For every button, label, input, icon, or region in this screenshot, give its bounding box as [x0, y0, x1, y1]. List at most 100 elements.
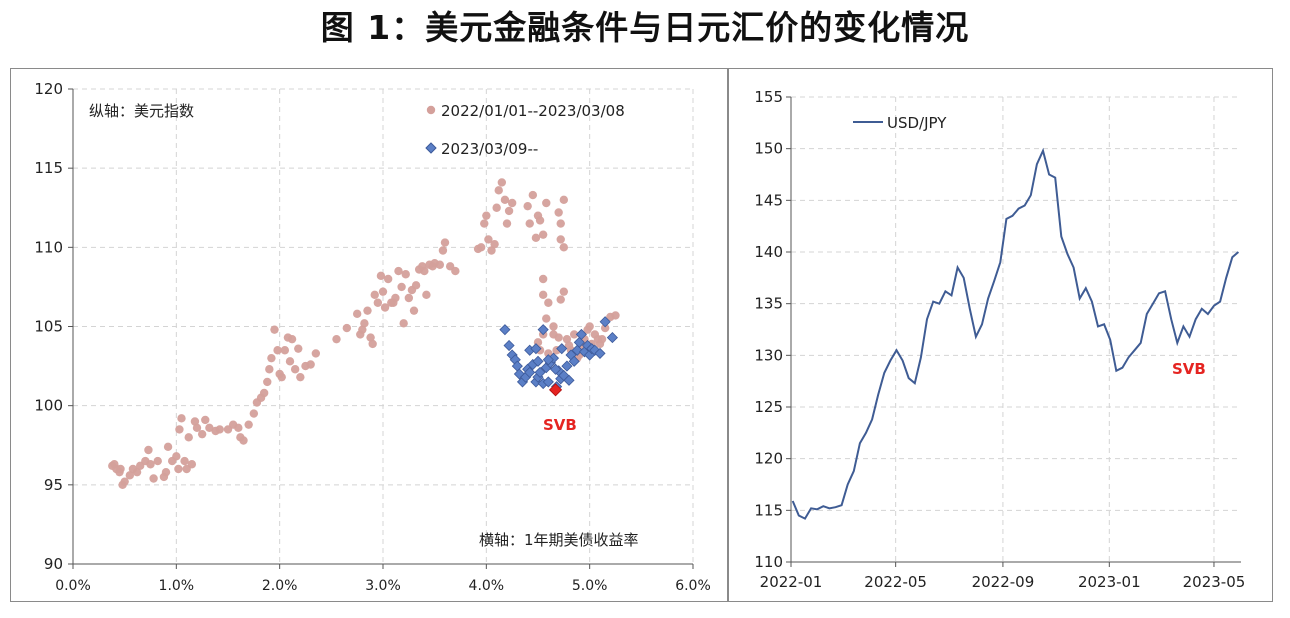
scatter-point-pink [287, 334, 297, 344]
scatter-point-pink [422, 290, 431, 300]
y-tick-label: 110 [754, 553, 783, 571]
scatter-point-pink [187, 460, 197, 469]
scatter-point-pink [556, 219, 565, 228]
usd-jpy-line [791, 147, 1240, 520]
x-tick-label: 2023-01 [1078, 573, 1141, 591]
x-tick-label: 3.0% [365, 578, 401, 594]
scatter-point-pink [296, 372, 305, 382]
scatter-point-blue [542, 376, 554, 388]
scatter-point-pink [332, 334, 341, 344]
scatter-point-pink [542, 314, 551, 323]
x-tick-label: 6.0% [675, 578, 711, 594]
scatter-point-pink [404, 293, 414, 303]
scatter-point-pink [201, 415, 210, 425]
scatter-point-pink [544, 349, 553, 358]
scatter-point-pink [125, 471, 135, 480]
y-tick-label: 125 [754, 398, 783, 416]
svb-label-scatter: SVB [543, 416, 577, 434]
scatter-point-pink [290, 365, 300, 374]
scatter-point-pink [358, 325, 367, 334]
scatter-point-pink [391, 293, 400, 303]
scatter-point-pink [497, 178, 507, 187]
scatter-point-blue [550, 363, 562, 375]
scatter-point-blue [537, 324, 549, 336]
legend-label-usdjpy: USD/JPY [887, 114, 947, 132]
scatter-point-pink [383, 274, 393, 284]
scatter-point-pink [394, 266, 403, 276]
scatter-point-pink [556, 235, 565, 244]
scatter-point-blue [568, 355, 580, 367]
scatter-point-pink [161, 467, 171, 477]
scatter-point-pink [215, 425, 224, 434]
y-tick-label: 120 [34, 80, 63, 98]
scatter-point-pink [277, 372, 286, 382]
scatter-point-pink [523, 201, 532, 211]
scatter-point-pink [556, 295, 565, 304]
scatter-legend: 2022/01/01--2023/03/08 2023/03/09-- [425, 102, 625, 158]
scatter-point-pink [535, 216, 545, 225]
scatter-axes: 90 95 100 105 110 115 120 0.0% 1.0% 2.0% 3.0% 4.0% 5… [34, 80, 710, 594]
y-tick-label: 115 [754, 501, 783, 519]
scatter-point-pink [197, 429, 207, 439]
scatter-chart: 90 95 100 105 110 115 120 0.0% 1.0% 2.0% 3.0% 4.0% 5… [34, 80, 710, 594]
x-tick-label: 1.0% [159, 578, 195, 594]
scatter-point-pink [378, 287, 388, 296]
scatter-point-pink [370, 290, 379, 300]
scatter-point-pink [538, 274, 548, 284]
line-axes: 110 115 120 125 130 135 140 145 150 155 2022-01 202… [754, 88, 1245, 591]
scatter-point-pink [611, 311, 620, 320]
scatter-point-pink [531, 233, 541, 243]
y-tick-label: 120 [754, 450, 783, 468]
y-tick-label: 110 [34, 238, 63, 256]
scatter-point-pink [502, 219, 512, 228]
scatter-point-pink [352, 309, 362, 319]
scatter-point-pink [562, 334, 572, 344]
scatter-point-blue [524, 366, 536, 378]
scatter-point-blue [575, 328, 587, 340]
scatter-point-pink [174, 464, 183, 474]
scatter-point-pink [149, 474, 158, 483]
scatter-point-pink [368, 339, 377, 349]
scatter-point-pink [306, 360, 315, 369]
line-panel: 110 115 120 125 130 135 140 145 150 155 2022-01 202… [728, 68, 1273, 602]
scatter-point-pink [600, 323, 610, 333]
scatter-panel: 90 95 100 105 110 115 120 0.0% 1.0% 2.0% 3.0% 4.0% 5… [10, 68, 728, 602]
legend-marker-pink [426, 105, 436, 115]
scatter-point-pink [146, 460, 155, 469]
scatter-point-pink [177, 414, 186, 423]
scatter-point-blue [503, 339, 515, 352]
y-tick-label: 115 [34, 159, 63, 177]
scatter-point-pink [397, 282, 406, 292]
scatter-point-blue [599, 316, 611, 328]
scatter-point-pink [342, 323, 352, 333]
scatter-point-pink [476, 243, 486, 252]
scatter-point-pink [482, 211, 491, 220]
scatter-point-blue [594, 347, 606, 359]
scatter-point-pink [420, 266, 429, 276]
scatter-point-blue [556, 343, 568, 355]
y-tick-label: 150 [754, 140, 783, 158]
x-tick-label: 2.0% [262, 578, 298, 594]
scatter-point-pink [244, 420, 253, 429]
scatter-point-pink [438, 246, 448, 255]
scatter-point-pink [409, 306, 419, 315]
scatter-point-blue [571, 344, 583, 356]
scatter-point-pink [500, 195, 510, 205]
scatter-point-pink [538, 230, 548, 239]
scatter-point-pink [597, 334, 607, 344]
y-tick-label: 95 [44, 476, 63, 494]
scatter-point-blue [561, 360, 573, 372]
scatter-point-pink [554, 333, 563, 342]
scatter-point-pink [180, 456, 189, 466]
scatter-point-pink [132, 467, 142, 477]
scatter-point-pink [435, 260, 445, 269]
scatter-point-pink [172, 452, 181, 461]
scatter-point-blue [573, 336, 585, 348]
scatter-point-pink [480, 219, 489, 228]
legend-label-pink: 2022/01/01--2023/03/08 [441, 102, 625, 120]
x-tick-label: 2023-05 [1183, 573, 1246, 591]
scatter-point-pink [311, 349, 321, 358]
scatter-point-pink [411, 281, 421, 290]
scatter-point-pink [265, 365, 274, 374]
x-tick-label: 2022-09 [972, 573, 1035, 591]
